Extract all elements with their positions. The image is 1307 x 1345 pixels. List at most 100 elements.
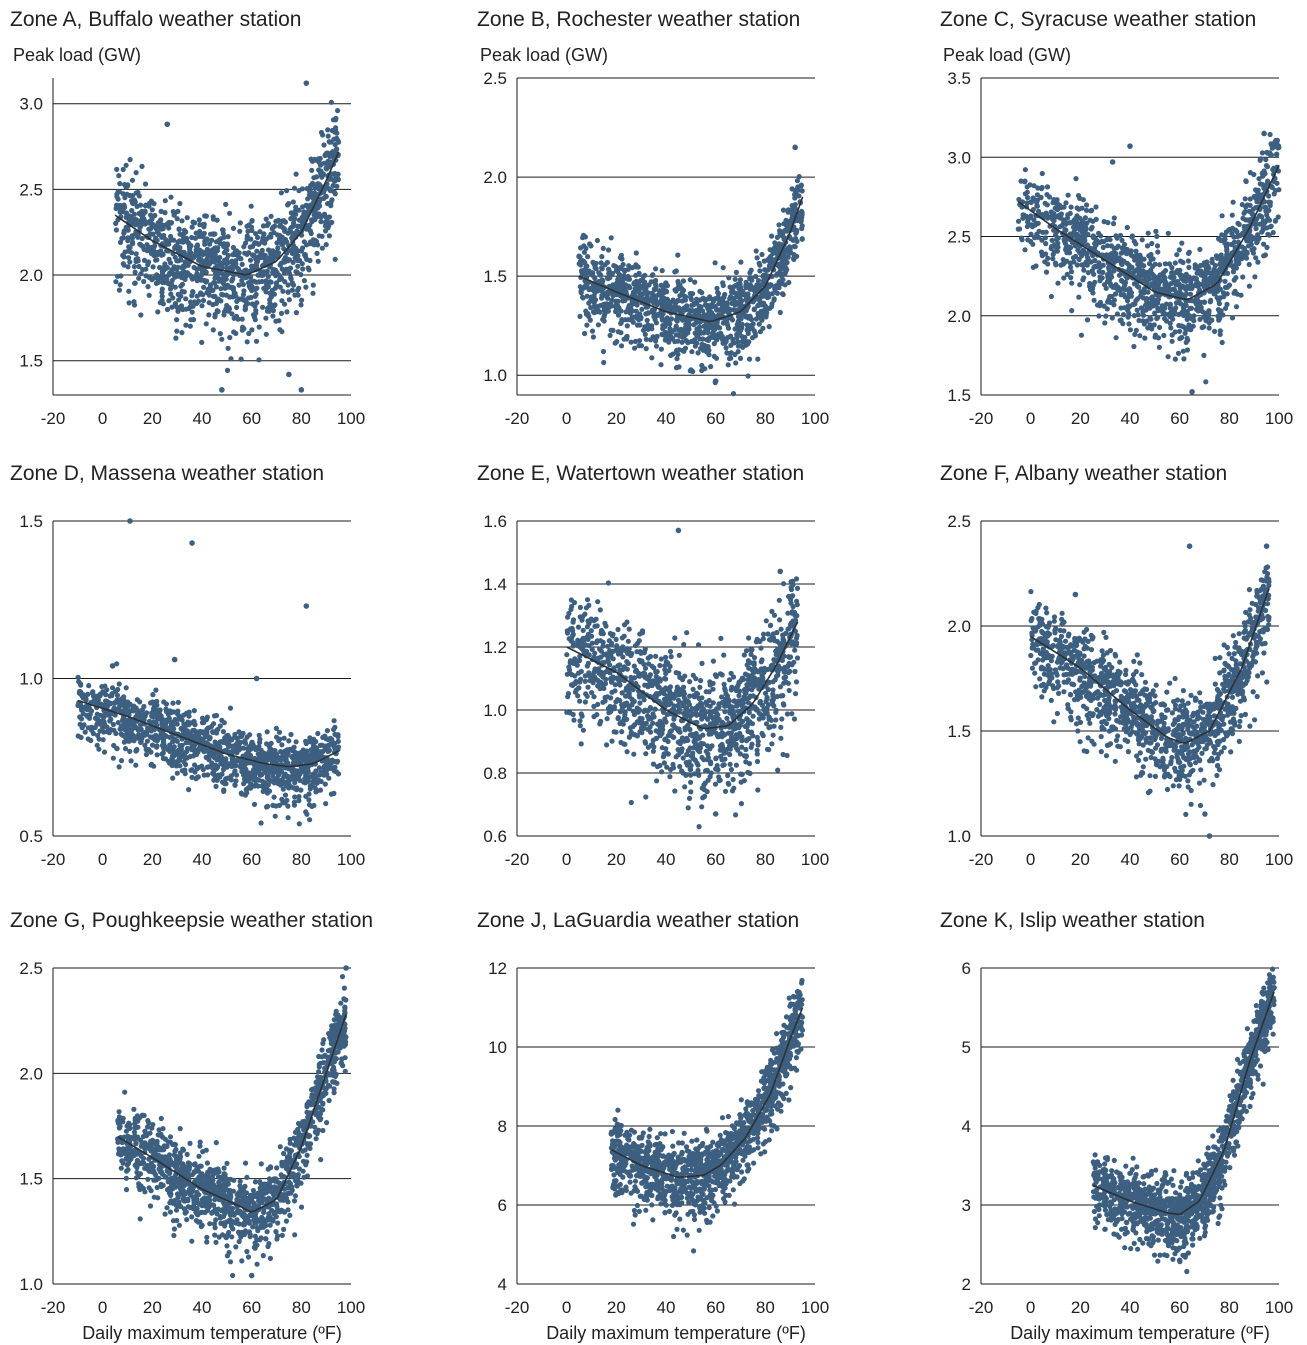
panel-0-point — [206, 312, 212, 318]
panel-0-point — [159, 234, 165, 240]
panel-2-point — [1212, 328, 1218, 334]
panel-2-point — [1119, 237, 1125, 243]
panel-1-point — [599, 265, 605, 271]
panel-1-point — [625, 317, 631, 323]
panel-3-xtick-label: 0 — [98, 850, 107, 869]
panel-0-point — [251, 314, 258, 320]
panel-1-point — [757, 268, 763, 274]
panel-1-ytick-label: 1.0 — [483, 366, 507, 385]
panel-2-point — [1028, 238, 1034, 245]
panel-0-point — [290, 282, 297, 288]
panel-2-point — [1022, 179, 1028, 185]
panel-1-point — [712, 260, 718, 266]
panel-2-point — [1242, 209, 1248, 215]
panel-2-point — [1118, 305, 1124, 311]
panel-2-point — [1133, 248, 1139, 254]
panel-1-point — [714, 285, 720, 291]
panel-1-point — [640, 291, 646, 297]
panel-0-point — [307, 228, 313, 234]
panel-2-point — [1273, 217, 1279, 224]
panel-3-point — [259, 771, 265, 778]
panel-2-point — [1063, 227, 1069, 233]
panel-2-point — [1015, 218, 1022, 224]
panel-1-point — [666, 339, 672, 345]
panel-3-point — [116, 764, 122, 770]
panel-2-point — [1236, 221, 1242, 227]
panel-2-point — [1124, 260, 1130, 266]
panel-1-point — [600, 245, 606, 251]
panel-0-point — [256, 324, 262, 330]
panel-0-point — [172, 284, 178, 290]
panel-0-point — [262, 240, 268, 246]
panel-0-point — [166, 298, 172, 304]
panel-0-point — [254, 248, 260, 254]
panel-3-point — [137, 699, 143, 705]
panel-1-point — [668, 352, 674, 358]
panel-2-point — [1229, 315, 1236, 321]
panel-3-point — [287, 746, 293, 753]
panel-0-point — [174, 317, 180, 323]
panel-2-point — [1092, 241, 1098, 247]
panel-0-point — [199, 303, 205, 309]
panel-0-point — [296, 223, 302, 229]
panel-1-xtick-label: 20 — [607, 409, 626, 428]
panel-3-xtick-label: -20 — [41, 850, 66, 869]
panel-2-point — [1276, 187, 1282, 193]
panel-1-point — [746, 339, 752, 345]
panel-0-point — [124, 225, 130, 231]
panel-1-point — [798, 183, 804, 189]
panel-1-point — [705, 330, 711, 336]
panel-0-point — [203, 321, 209, 327]
panel-2-point — [1111, 297, 1117, 303]
panel-3-point — [161, 699, 167, 705]
panel-2-point — [1107, 281, 1113, 287]
panel-2-point — [1107, 294, 1113, 300]
panel-1-point — [768, 282, 774, 288]
panel-1-point — [737, 303, 743, 309]
panel-0-point — [277, 277, 283, 283]
panel-3-point — [303, 809, 309, 815]
panel-1-point — [661, 317, 667, 323]
panel-0-outlier-point — [298, 387, 305, 393]
panel-0-point — [318, 219, 324, 225]
panel-2-point — [1256, 235, 1262, 242]
panel-3-point — [170, 700, 176, 706]
panel-0-point — [142, 181, 149, 187]
panel-2-point — [1219, 339, 1225, 346]
panel-3-point — [138, 738, 144, 745]
panel-2-point — [1259, 214, 1265, 220]
panel-0-point — [304, 203, 310, 209]
panel-0-xtick-label: 100 — [337, 409, 365, 428]
panel-1-point — [695, 350, 701, 356]
panel-0-point — [289, 287, 295, 293]
panel-0-point — [198, 256, 204, 262]
panel-2-point — [1131, 343, 1137, 350]
panel-1-point — [673, 317, 680, 323]
panel-0-point — [196, 233, 203, 239]
panel-2-ytick-label: 2.0 — [947, 307, 971, 326]
panel-1-point — [726, 275, 732, 281]
panel-0-point — [224, 283, 230, 289]
panel-0-point — [315, 258, 321, 264]
panel-1-point — [782, 282, 788, 288]
panel-2-point — [1068, 204, 1074, 210]
panel-2-point — [1119, 261, 1125, 267]
panel-3-title: Zone D, Massena weather station — [10, 462, 324, 485]
panel-2-point — [1083, 207, 1090, 213]
panel-0-point — [217, 259, 223, 265]
panel-1-point — [720, 265, 726, 271]
panel-0-point — [236, 282, 242, 288]
panel-0-point — [155, 309, 161, 315]
panel-0-point — [312, 239, 318, 245]
panel-3-point — [195, 774, 201, 780]
panel-0-point — [232, 258, 239, 264]
panel-0-point — [292, 250, 298, 256]
panel-2-point — [1220, 290, 1226, 296]
panel-1-point — [638, 343, 645, 349]
panel-2-point — [1209, 256, 1215, 262]
panel-0-point — [164, 238, 170, 244]
panel-1-point — [610, 293, 616, 299]
panel-2-point — [1169, 338, 1175, 344]
panel-2-point — [1061, 218, 1067, 224]
